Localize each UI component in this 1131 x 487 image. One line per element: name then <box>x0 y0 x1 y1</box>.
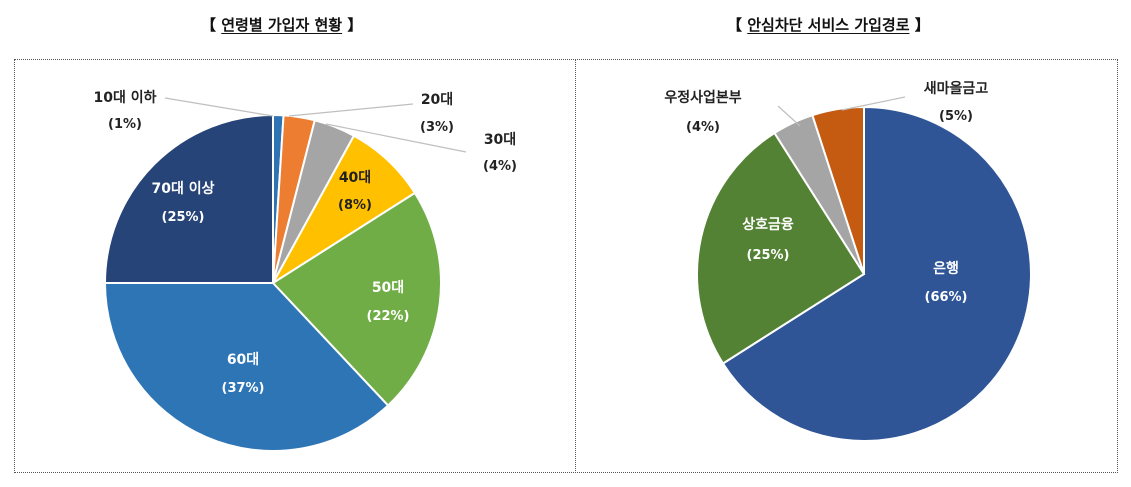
left-chart-title-text: 연령별 가입자 현황 <box>221 16 343 34</box>
right-chart-title: 【 안심차단 서비스 가입경로 】 <box>727 14 930 35</box>
slice-percent-0-2: (4%) <box>483 159 517 174</box>
leader-line-1-3 <box>841 96 906 111</box>
title-bracket-close: 】 <box>914 16 930 34</box>
slice-percent-0-5: (37%) <box>222 381 265 396</box>
slice-label-1-1: 상호금융 <box>742 217 794 233</box>
slice-percent-0-3: (8%) <box>338 198 372 213</box>
leader-line-0-0 <box>164 97 274 117</box>
leader-line-1-2 <box>777 105 801 127</box>
pie-slice-1-1 <box>696 131 866 365</box>
slice-percent-1-0: (66%) <box>925 290 968 305</box>
title-bracket-open: 【 <box>727 16 743 34</box>
pie-slice-0-5 <box>103 282 390 452</box>
pie-slice-0-4 <box>271 191 442 407</box>
slice-percent-1-1: (25%) <box>747 248 790 263</box>
right-chart-title-text: 안심차단 서비스 가입경로 <box>747 16 910 34</box>
slice-label-0-0: 10대 이하 <box>94 89 157 106</box>
channel-pie-chart-panel <box>575 59 1118 473</box>
leader-line-0-2 <box>325 123 467 153</box>
slice-label-1-3: 새마을금고 <box>924 81 989 97</box>
title-bracket-open: 【 <box>201 16 217 34</box>
left-chart-title: 【 연령별 가입자 현황 】 <box>201 14 362 35</box>
slice-label-0-3: 40대 <box>339 170 371 186</box>
slice-percent-0-0: (1%) <box>108 117 142 132</box>
slice-label-1-0: 은행 <box>933 261 959 277</box>
slice-label-1-2: 우정사업본부 <box>664 89 741 106</box>
slice-label-0-5: 60대 <box>227 352 259 368</box>
slice-label-0-2: 30대 <box>484 132 516 148</box>
leader-line-0-1 <box>288 103 414 117</box>
slice-label-0-1: 20대 <box>421 92 453 108</box>
slice-percent-1-2: (4%) <box>686 120 720 135</box>
slice-percent-0-6: (25%) <box>162 210 205 225</box>
pie-slice-1-3 <box>811 105 865 275</box>
pie-slice-1-0 <box>721 105 1032 442</box>
slice-label-0-4: 50대 <box>372 280 404 296</box>
slice-label-0-6: 70대 이상 <box>152 180 215 197</box>
slice-percent-0-1: (3%) <box>420 120 454 135</box>
slice-percent-1-3: (5%) <box>939 109 973 124</box>
title-bracket-close: 】 <box>347 16 363 34</box>
pie-slice-0-6 <box>103 113 274 284</box>
slice-percent-0-4: (22%) <box>367 309 410 324</box>
